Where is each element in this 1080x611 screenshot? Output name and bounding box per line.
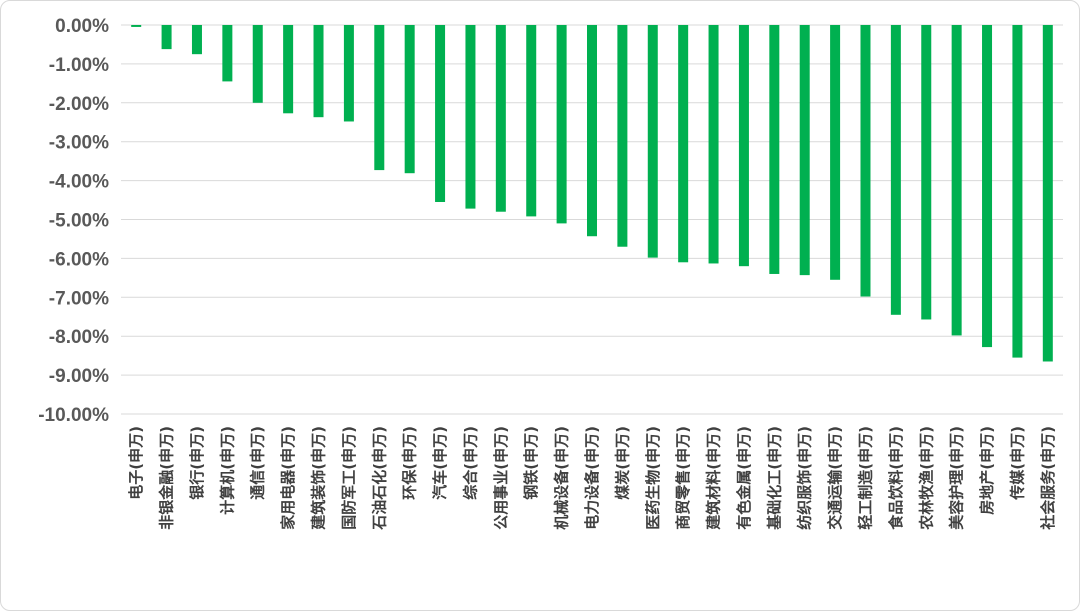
x-tick-label: 建筑材料(申万): [705, 426, 723, 530]
bar: [708, 25, 719, 264]
y-tick-label: -1.00%: [49, 55, 109, 76]
bars: [131, 25, 1053, 362]
bar: [738, 25, 749, 267]
x-tick-label: 电力设备(申万): [583, 426, 601, 530]
bar: [921, 25, 932, 320]
bar: [526, 25, 537, 217]
bar: [191, 25, 202, 55]
x-tick-label: 商贸零售(申万): [674, 426, 692, 530]
x-tick-label: 汽车(申万): [431, 426, 449, 500]
bar: [799, 25, 810, 276]
bar: [860, 25, 871, 297]
y-tick-label: -4.00%: [49, 172, 109, 193]
x-tick-label: 纺织服饰(申万): [796, 426, 814, 530]
bar: [161, 25, 172, 50]
bar: [951, 25, 962, 336]
y-tick-label: -6.00%: [49, 249, 109, 270]
x-tick-label: 美容护理(申万): [948, 426, 966, 530]
bar: [222, 25, 233, 82]
x-tick-label: 通信(申万): [249, 426, 267, 500]
x-tick-label: 建筑装饰(申万): [310, 426, 328, 530]
bar: [283, 25, 294, 114]
bar: [465, 25, 476, 209]
y-tick-label: -5.00%: [49, 211, 109, 232]
x-tick-label: 公用事业(申万): [492, 426, 510, 530]
y-tick-label: -9.00%: [49, 366, 109, 387]
bar: [252, 25, 263, 103]
y-tick-label: 0.00%: [55, 16, 109, 37]
bar: [890, 25, 901, 315]
x-tick-label: 医药生物(申万): [644, 426, 662, 530]
x-tick-label: 交通运输(申万): [826, 426, 844, 530]
x-tick-label: 社会服务(申万): [1039, 426, 1057, 531]
y-tick-label: -7.00%: [49, 288, 109, 309]
x-tick-label: 农林牧渔(申万): [917, 426, 935, 531]
bar: [556, 25, 567, 224]
bar: [830, 25, 841, 280]
x-tick-label: 非银金融(申万): [158, 426, 176, 530]
bar: [617, 25, 628, 247]
bar: [131, 25, 142, 27]
y-tick-label: -10.00%: [38, 405, 109, 426]
bar: [647, 25, 658, 258]
x-tick-label: 轻工制造(申万): [856, 426, 874, 530]
x-tick-label: 房地产(申万): [978, 426, 996, 515]
bar: [982, 25, 993, 348]
x-tick-label: 石油石化(申万): [370, 426, 388, 531]
bar: [678, 25, 689, 263]
x-tick-label: 钢铁(申万): [522, 426, 540, 500]
bar: [374, 25, 385, 171]
x-tick-label: 基础化工(申万): [765, 426, 783, 531]
bar: [313, 25, 324, 118]
x-tick-label: 计算机(申万): [218, 426, 236, 515]
x-tick-label: 煤炭(申万): [613, 426, 631, 500]
x-tick-label: 有色金属(申万): [735, 426, 753, 530]
x-tick-label: 机械设备(申万): [553, 426, 571, 530]
y-tick-label: -2.00%: [49, 94, 109, 115]
x-tick-label: 银行(申万): [188, 426, 206, 500]
y-tick-label: -3.00%: [49, 133, 109, 154]
bar: [1042, 25, 1053, 362]
x-tick-label: 国防军工(申万): [340, 426, 358, 530]
x-tick-label: 综合(申万): [461, 426, 479, 500]
bar: [495, 25, 506, 212]
bar: [587, 25, 597, 237]
y-axis-ticks: 0.00% -1.00% -2.00% -3.00% -4.00% -5.00% -6.00…: [38, 16, 109, 426]
x-tick-label: 电子(申万): [127, 426, 145, 500]
bar: [769, 25, 780, 274]
x-tick-label: 环保(申万): [401, 426, 419, 500]
y-tick-label: -8.00%: [49, 327, 109, 348]
bar: [1012, 25, 1023, 358]
x-axis-ticks: 电子(申万) 非银金融(申万) 银行(申万) 计算机(申万) 通信(申万) 家用电器(申万…: [127, 426, 1057, 531]
bar: [435, 25, 446, 202]
x-tick-label: 家用电器(申万): [279, 426, 297, 530]
bar: [343, 25, 354, 122]
bar: [404, 25, 415, 174]
x-tick-label: 食品饮料(申万): [887, 426, 905, 530]
x-tick-label: 传媒(申万): [1008, 426, 1026, 501]
